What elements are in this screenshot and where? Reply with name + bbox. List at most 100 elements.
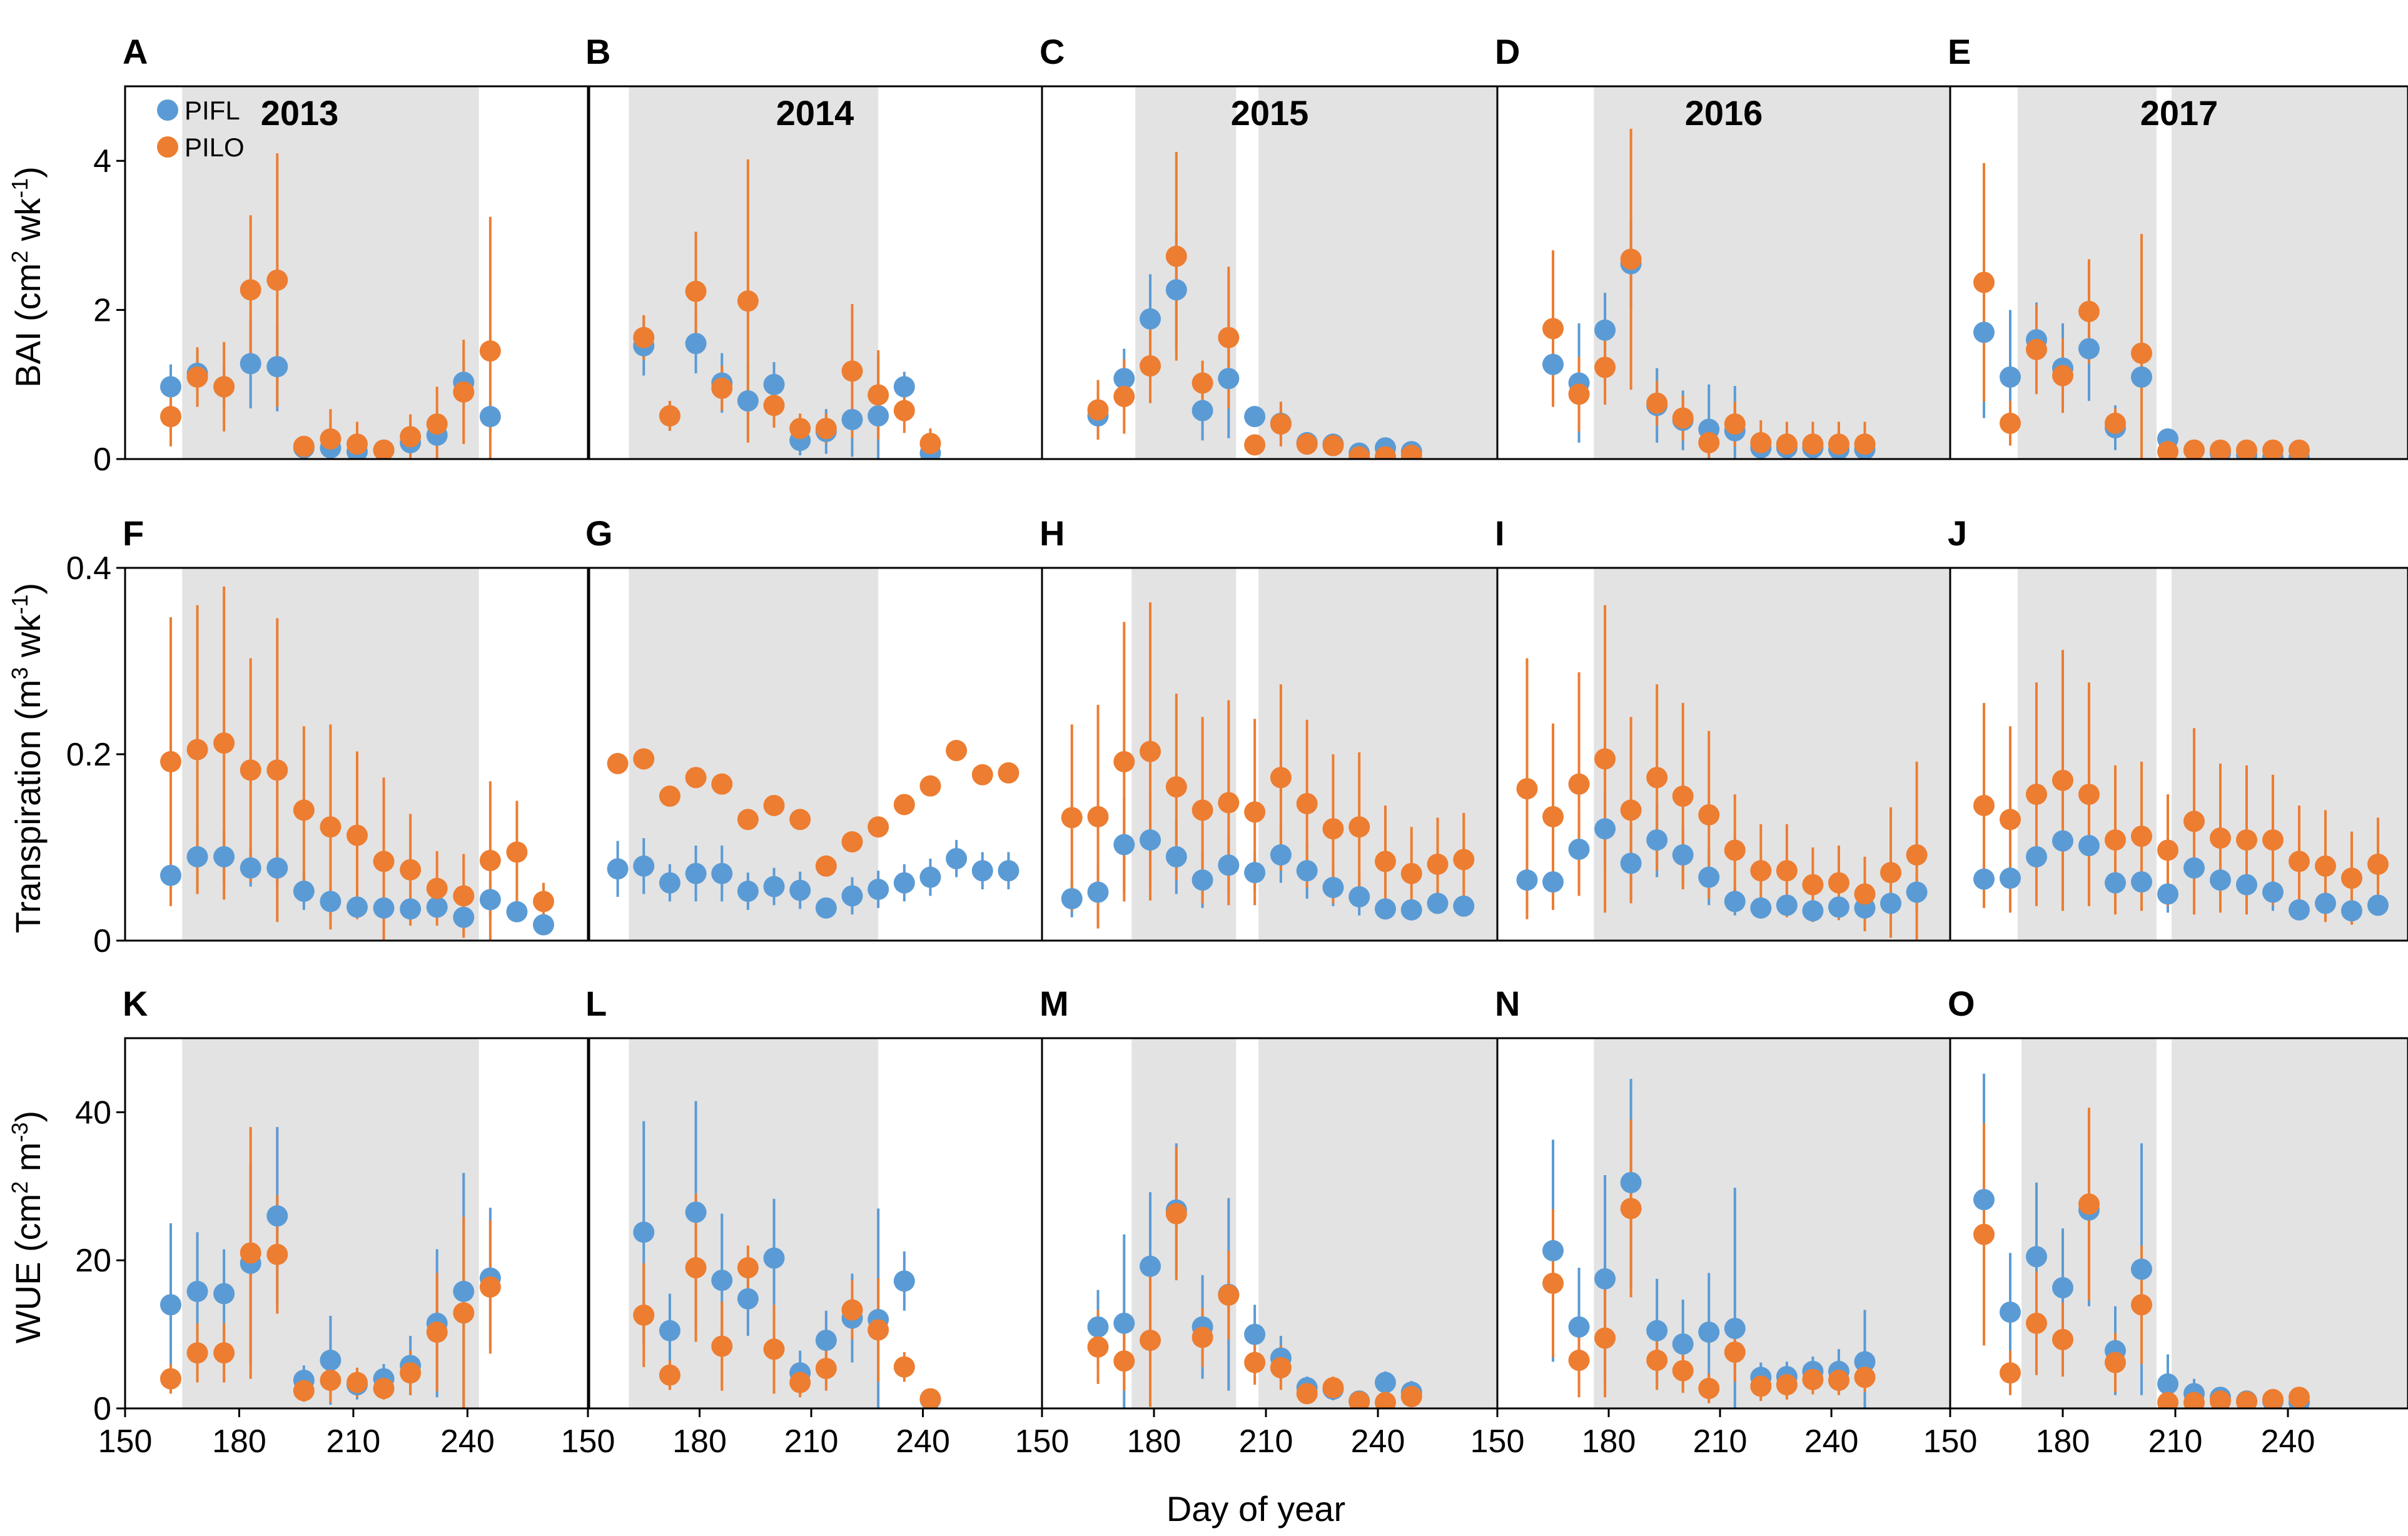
point-pifl: [1973, 868, 1995, 890]
point-pifl: [533, 914, 555, 936]
point-pilo: [841, 360, 863, 382]
overlay-layer: PIFL PILO Day of year BAI (cm2 wk-1) Tra…: [7, 96, 1346, 1528]
point-pilo: [2131, 342, 2152, 364]
point-pifl: [1087, 1316, 1109, 1338]
point-pifl: [266, 1205, 288, 1227]
point-pilo: [1348, 816, 1370, 838]
point-pifl: [685, 1201, 707, 1223]
panel-m: M 150 180 210 240: [1015, 984, 1499, 1460]
point-pifl: [737, 390, 759, 412]
growing-season-shade: [182, 86, 479, 459]
point-pifl: [1568, 838, 1590, 860]
point-pifl: [1724, 1318, 1746, 1340]
point-pilo: [2131, 1294, 2152, 1316]
point-pifl: [1542, 353, 1564, 375]
point-pifl: [1113, 834, 1135, 856]
point-pilo: [737, 1257, 759, 1279]
point-pilo: [607, 752, 629, 774]
point-pilo: [1270, 413, 1292, 435]
point-pifl: [1672, 844, 1694, 866]
point-pifl: [2210, 869, 2231, 891]
point-pilo: [659, 405, 680, 427]
point-pifl: [1594, 818, 1616, 840]
x-tick-label: 210: [784, 1423, 839, 1460]
panel-h: H: [1040, 513, 1499, 942]
point-pifl: [1191, 400, 1213, 422]
point-pilo: [266, 269, 288, 291]
x-tick-label: 180: [1127, 1423, 1181, 1460]
point-pifl: [685, 333, 707, 355]
point-pifl: [659, 872, 680, 894]
point-pilo: [2210, 827, 2231, 849]
point-pilo: [1348, 1391, 1370, 1408]
panel-letter: N: [1495, 984, 1520, 1023]
point-pifl: [737, 1288, 759, 1310]
point-pilo: [347, 824, 368, 846]
point-pilo: [737, 809, 759, 831]
point-pifl: [1165, 846, 1187, 867]
point-pilo: [1113, 1350, 1135, 1372]
point-pilo: [373, 1378, 395, 1400]
y-tick-label: 0: [93, 923, 111, 959]
point-pilo: [685, 280, 707, 302]
year-label: 2016: [1685, 93, 1763, 133]
point-pilo: [841, 831, 863, 853]
point-pilo: [240, 1242, 261, 1264]
point-pifl: [841, 408, 863, 430]
point-pifl: [1400, 899, 1422, 921]
point-pifl: [1698, 1321, 1720, 1343]
panel-a: A 2013 0 2 4: [93, 32, 590, 478]
panel-frame: [124, 1037, 590, 1410]
point-pilo: [2262, 439, 2284, 459]
point-pifl: [1113, 368, 1135, 390]
point-pifl: [1620, 852, 1642, 874]
point-pifl: [400, 898, 422, 920]
growing-season-shade: [629, 1038, 879, 1408]
plot-area-d: [1542, 86, 1950, 459]
point-pilo: [1374, 851, 1396, 872]
point-pifl: [186, 1280, 208, 1302]
point-pilo: [1854, 433, 1876, 455]
point-pifl: [1374, 898, 1396, 920]
point-pifl: [998, 860, 1019, 882]
point-pilo: [1087, 1336, 1109, 1358]
point-pifl: [1218, 368, 1240, 390]
point-pifl: [1973, 321, 1995, 343]
point-pifl: [1061, 887, 1083, 909]
x-tick-label: 210: [1239, 1423, 1293, 1460]
point-pifl: [2289, 899, 2310, 921]
point-pilo: [347, 1372, 368, 1393]
point-pilo: [1453, 849, 1475, 871]
point-pilo: [1140, 355, 1161, 376]
panel-letter: C: [1040, 32, 1065, 71]
point-pilo: [1400, 862, 1422, 884]
point-pilo: [1568, 383, 1590, 405]
point-pilo: [1244, 801, 1266, 823]
point-pilo: [1776, 433, 1798, 455]
y-axis-title-wue: WUE (cm2 m-3): [7, 1111, 48, 1343]
point-pifl: [1594, 1268, 1616, 1290]
point-pifl: [1516, 869, 1538, 891]
point-pilo: [868, 1319, 889, 1341]
point-pilo: [2131, 826, 2152, 847]
point-pifl: [2315, 892, 2336, 914]
y-tick-label: 40: [75, 1094, 111, 1131]
point-pifl: [2026, 846, 2047, 867]
point-pilo: [1218, 792, 1240, 814]
x-tick-label: 240: [896, 1423, 950, 1460]
point-pilo: [159, 406, 181, 428]
panel-letter: F: [123, 513, 144, 553]
point-pilo: [633, 326, 655, 348]
point-pilo: [711, 773, 733, 795]
point-pilo: [2000, 412, 2021, 434]
point-pilo: [971, 764, 993, 786]
point-pilo: [1724, 413, 1746, 435]
point-pilo: [1646, 1350, 1668, 1372]
plot-area-j: [1973, 568, 2408, 941]
point-pifl: [506, 901, 528, 922]
point-pifl: [919, 866, 941, 888]
point-pilo: [2341, 867, 2362, 889]
point-pifl: [1802, 900, 1824, 922]
plot-area-g: [607, 568, 1019, 941]
panel-letter: D: [1495, 32, 1520, 71]
